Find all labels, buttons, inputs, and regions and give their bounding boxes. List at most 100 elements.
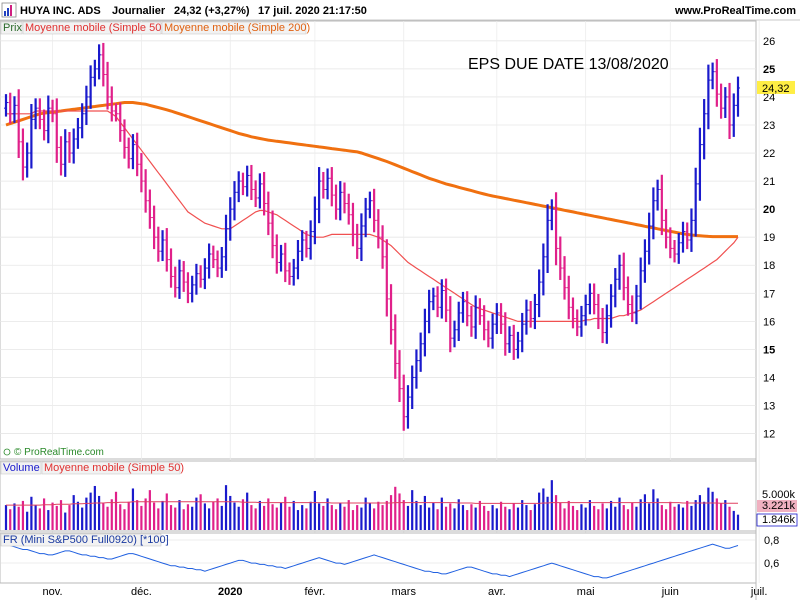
legend-ma200: Moyenne mobile (Simple 200) xyxy=(164,22,310,34)
ohlc-bar xyxy=(342,182,347,214)
ohlc-bar xyxy=(372,188,377,233)
ohlc-bar xyxy=(279,244,284,272)
price-tick-label: 26 xyxy=(763,36,775,48)
ohlc-bar xyxy=(101,42,106,87)
ohlc-bar xyxy=(12,96,17,123)
ohlc-bar xyxy=(20,128,25,181)
ohlc-bar xyxy=(431,287,436,311)
ohlc-bar xyxy=(355,223,360,259)
ohlc-bar xyxy=(702,99,707,160)
price-tick-label: 22 xyxy=(763,148,775,160)
ohlc-bar xyxy=(219,247,224,278)
ohlc-bar xyxy=(714,59,719,107)
price-tick-label: 18 xyxy=(763,260,775,272)
ohlc-bar xyxy=(338,181,343,221)
price-tick-label: 17 xyxy=(763,288,775,300)
ohlc-bar xyxy=(130,134,135,170)
ohlc-bar xyxy=(228,197,233,241)
ohlc-bar xyxy=(486,320,491,348)
ohlc-bar xyxy=(676,232,681,264)
ohlc-bar xyxy=(262,171,267,216)
volume-bars xyxy=(4,480,740,530)
ohlc-bar xyxy=(50,99,55,123)
ohlc-bar xyxy=(321,171,326,199)
ohlc-bar xyxy=(719,83,724,119)
ohlc-bar xyxy=(274,234,279,274)
last-price-label: 24,32 xyxy=(762,83,790,95)
ohlc-bar xyxy=(710,62,715,90)
ohlc-bar xyxy=(80,103,85,139)
ohlc-bar xyxy=(625,276,630,316)
ohlc-bar xyxy=(596,294,601,330)
ohlc-bar xyxy=(92,59,97,87)
price-tick-label: 16 xyxy=(763,316,775,328)
volume-ma-label: Moyenne mobile (Simple 50) xyxy=(44,462,184,474)
ohlc-bar xyxy=(245,165,250,197)
ohlc-bar xyxy=(562,256,567,300)
price-tick-label: 25 xyxy=(763,64,775,76)
ohlc-bar xyxy=(465,291,470,327)
ohlc-bar xyxy=(444,278,449,323)
ohlc-bar xyxy=(672,240,677,263)
price-tick-label: 23 xyxy=(763,120,775,132)
ohlc-bar xyxy=(685,222,690,250)
ohlc-bar xyxy=(427,289,432,334)
eps-annotation: EPS DUE DATE 13/08/2020 xyxy=(468,56,669,73)
ohlc-bar xyxy=(621,252,626,301)
watermark: © ProRealTime.com xyxy=(14,447,104,458)
ohlc-bar xyxy=(490,313,495,349)
ohlc-bar xyxy=(439,279,444,319)
ohlc-bar xyxy=(84,85,89,125)
ohlc-bar xyxy=(67,132,72,163)
price-tick-label: 12 xyxy=(763,429,775,441)
ohlc-bar xyxy=(63,129,68,177)
ohlc-bar xyxy=(609,284,614,328)
ohlc-bar xyxy=(257,173,262,209)
ohlc-bar xyxy=(456,301,461,341)
price-tick-label: 14 xyxy=(763,372,775,384)
ohlc-bar xyxy=(287,262,292,285)
ohlc-bar xyxy=(587,283,592,315)
ohlc-bar xyxy=(202,258,207,290)
ohlc-bar xyxy=(4,94,8,117)
ohlc-bar xyxy=(37,98,42,130)
ohlc-bar xyxy=(422,308,427,357)
ohlc-bar xyxy=(367,191,372,219)
ohlc-bar xyxy=(659,174,664,236)
ohlc-bar xyxy=(194,263,199,295)
watermark-icon xyxy=(3,448,11,456)
ohlc-bar xyxy=(473,295,478,339)
ohlc-bar xyxy=(537,269,542,318)
ohlc-bar xyxy=(139,153,144,193)
ohlc-bar xyxy=(570,297,575,329)
ohlc-bar xyxy=(143,169,148,213)
time-axis: nov. déc. 2020 févr. mars avr. mai juin juil. xyxy=(43,586,768,598)
ohlc-bar xyxy=(520,312,525,353)
price-legend: Prix Moyenne mobile (Simple 50) Moyenne … xyxy=(0,21,310,35)
ohlc-bar xyxy=(240,172,245,196)
ohlc-bar xyxy=(630,295,635,323)
price-y-axis: 26 25 24 23 22 21 20 19 18 17 16 15 14 13 12 xyxy=(763,36,775,441)
ohlc-bar xyxy=(59,136,64,176)
ohlc-bar xyxy=(604,304,609,344)
ohlc-bar xyxy=(452,320,457,348)
fr-legend: FR (Mini S&P500 Full0920) [*100] xyxy=(0,533,169,547)
ohlc-bar xyxy=(460,291,465,323)
ohlc-bar xyxy=(727,82,732,140)
ohlc-bar xyxy=(558,236,563,280)
ohlc-bar xyxy=(16,89,21,158)
volume-legend: Volume Moyenne mobile (Simple 50) xyxy=(0,461,184,475)
ohlc-bar xyxy=(329,167,334,207)
ohlc-bar xyxy=(152,205,157,250)
ohlc-bar xyxy=(697,127,702,201)
fr-line xyxy=(5,543,739,579)
site-url[interactable]: www.ProRealTime.com xyxy=(674,5,796,17)
ohlc-bar xyxy=(680,221,685,253)
ohlc-bar xyxy=(270,210,275,259)
ohlc-bar xyxy=(295,240,300,280)
time-tick-label: nov. xyxy=(43,586,63,598)
legend-price: Prix xyxy=(3,22,22,34)
ohlc-bar xyxy=(147,189,152,229)
time-tick-label: mars xyxy=(392,586,417,598)
ohlc-bar xyxy=(706,64,711,130)
